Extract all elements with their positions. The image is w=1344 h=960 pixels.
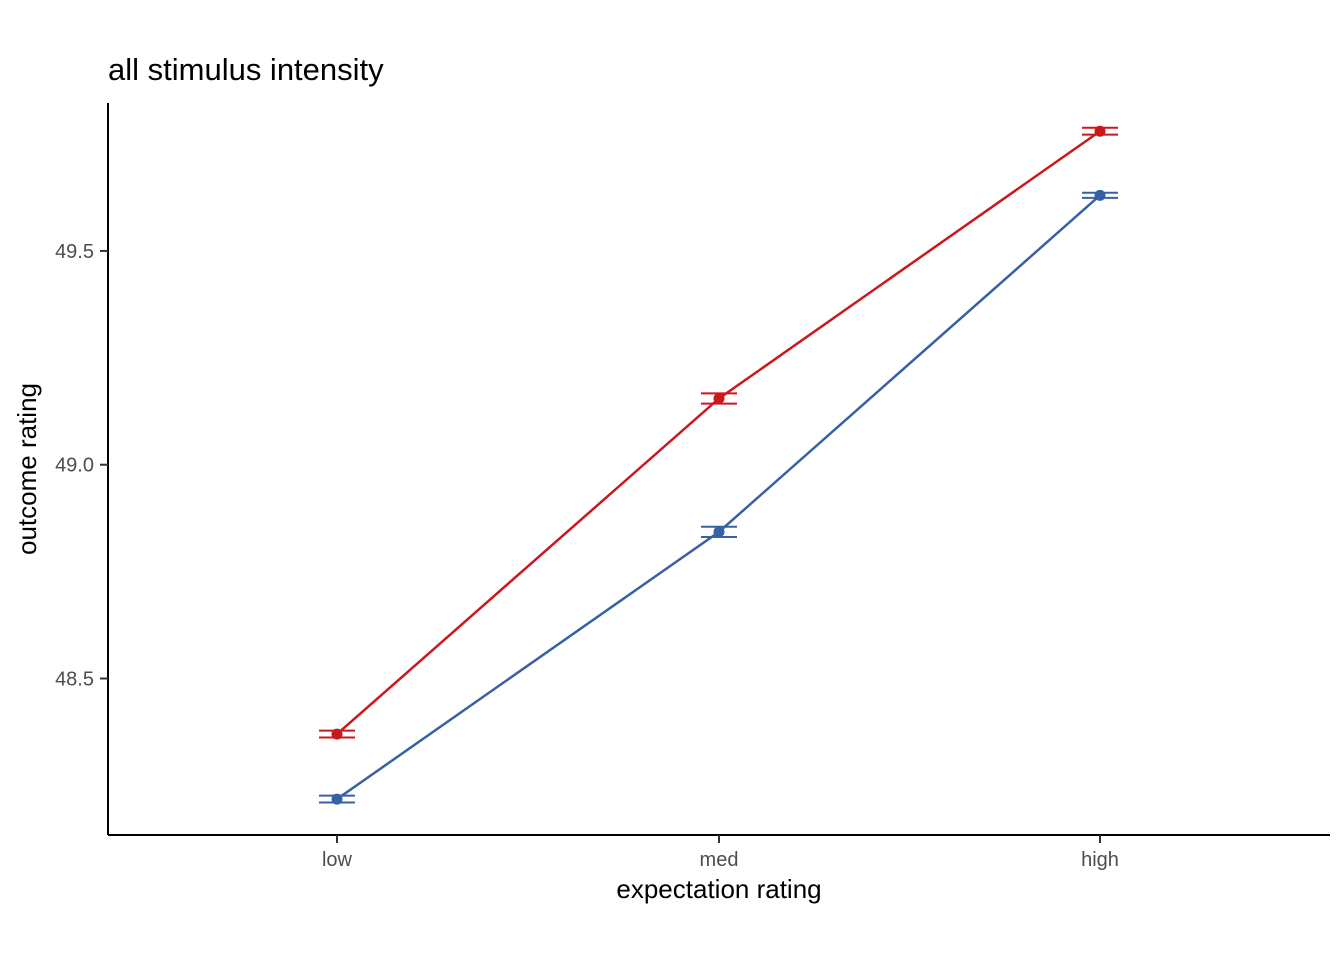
y-tick-label: 49.5 [55, 241, 94, 263]
plot-area: 48.5 49.0 49.5 low med high [55, 103, 1330, 871]
x-tick-label: med [700, 849, 739, 871]
series-0 [319, 125, 1118, 740]
data-point [331, 728, 343, 740]
y-tick-label: 49.0 [55, 455, 94, 477]
data-point [713, 392, 725, 404]
series-1 [319, 189, 1118, 805]
x-tick-label: high [1081, 849, 1119, 871]
x-ticks: low med high [322, 835, 1119, 871]
series-layer [319, 125, 1118, 805]
data-point [1094, 189, 1106, 201]
y-tick-label: 48.5 [55, 669, 94, 691]
series-line [336, 130, 1101, 736]
data-point [713, 526, 725, 538]
x-tick-label: low [322, 849, 353, 871]
x-axis-title: expectation rating [616, 874, 821, 904]
data-point [1094, 125, 1106, 137]
series-line [336, 194, 1101, 801]
y-ticks: 48.5 49.0 49.5 [55, 241, 108, 691]
y-axis-title: outcome rating [12, 383, 42, 555]
data-point [331, 793, 343, 805]
chart-title: all stimulus intensity [108, 52, 384, 87]
